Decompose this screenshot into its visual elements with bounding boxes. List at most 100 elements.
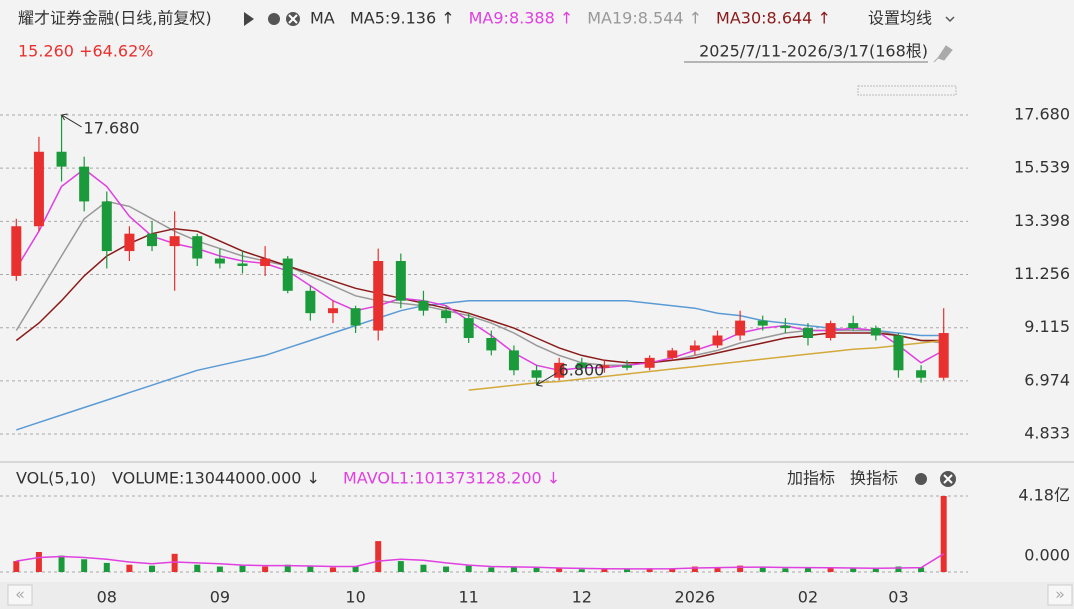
mavol-line: [16, 553, 945, 570]
pin-icon[interactable]: [933, 45, 953, 63]
mavol-text: MAVOL1:101373128.200 ↓: [343, 469, 560, 488]
candle-body: [667, 350, 678, 358]
volume-bar: [556, 568, 563, 572]
volume-title: VOL(5,10): [16, 469, 96, 488]
annotation-label: 17.680: [84, 118, 140, 137]
candle-body: [441, 310, 452, 319]
x-tick-label: 2026: [675, 588, 716, 607]
volume-bar: [850, 568, 857, 572]
volume-text: VOLUME:13044000.000 ↓: [112, 469, 320, 488]
y-tick-label: 6.974: [1024, 370, 1070, 389]
scroll-left-icon: «: [15, 585, 25, 604]
annotation-arrow: [61, 113, 82, 128]
ma-label: MA: [310, 9, 335, 28]
volume-bar: [194, 564, 201, 572]
add-indicator[interactable]: 加指标: [787, 469, 835, 488]
scroll-right[interactable]: [1047, 584, 1073, 606]
volume-bar: [13, 561, 20, 572]
chart-title: 耀才证券金融(日线,前复权): [18, 9, 212, 28]
candle-body: [56, 151, 67, 167]
chevron: [945, 16, 955, 23]
candle-body: [622, 365, 633, 368]
play-icon[interactable]: [244, 12, 254, 26]
volume-bar: [872, 568, 879, 572]
candle-body: [305, 290, 316, 314]
volume-bar: [827, 568, 834, 572]
volume-bar: [578, 569, 585, 572]
volume-bar: [804, 567, 811, 572]
candle-body: [848, 323, 859, 329]
candle-body: [192, 236, 203, 259]
volume-bar: [488, 567, 495, 572]
candle-body: [79, 166, 90, 202]
candle-body: [11, 226, 22, 276]
volume-bar: [284, 564, 291, 572]
y-tick-label: 9.115: [1024, 317, 1070, 336]
time-bar: [0, 582, 1074, 609]
volume-bar: [646, 568, 653, 572]
ma-line: [15, 227, 944, 364]
candle-body: [327, 308, 338, 314]
candle-body: [576, 362, 587, 368]
volume-bar: [171, 553, 178, 572]
candle-body: [147, 233, 158, 247]
volume-tick-label: 0.000: [1024, 546, 1070, 565]
ma-item: MA30:8.644 ↑: [716, 9, 831, 28]
y-tick-label: 4.833: [1024, 424, 1070, 443]
volume-bar: [669, 568, 676, 572]
volume-bar: [375, 541, 382, 572]
candle-body: [735, 320, 746, 336]
x-tick-label: 02: [798, 588, 818, 607]
volume-bar: [691, 566, 698, 572]
volume-bar: [918, 567, 925, 572]
y-tick-label: 13.398: [1014, 211, 1070, 230]
settings-icon[interactable]: [268, 13, 280, 25]
candle-body: [938, 333, 949, 378]
volume-bar: [81, 559, 88, 572]
candle-body: [237, 263, 248, 266]
volume-bar: [714, 567, 721, 572]
price-change: 15.260 +64.62%: [18, 42, 153, 61]
volume-bar: [103, 562, 110, 572]
volume-bar: [465, 565, 472, 572]
y-tick-label: 15.539: [1014, 158, 1070, 177]
candle-body: [373, 261, 384, 331]
range-slider[interactable]: [857, 85, 957, 96]
scroll-left[interactable]: [7, 584, 33, 606]
volume-bar: [262, 566, 269, 572]
candle-body: [802, 328, 813, 338]
candle-body: [599, 365, 610, 368]
ma-line: [468, 339, 944, 391]
volume-bar: [307, 566, 314, 572]
x-tick-label: 12: [572, 588, 592, 607]
candle-body: [893, 335, 904, 371]
candle-body: [214, 258, 225, 264]
y-tick-label: 17.680: [1014, 104, 1070, 123]
candle-body: [282, 258, 293, 291]
candle-body: [531, 370, 542, 378]
candle-body: [101, 201, 112, 252]
ma-legend: MA5:9.136 ↑ MA9:8.388 ↑ MA19:8.544 ↑ MA30:8…: [350, 9, 831, 28]
x-tick-label: 08: [97, 588, 117, 607]
volume-bar: [533, 567, 540, 572]
ma-item: MA5:9.136 ↑: [350, 9, 455, 28]
candle-body: [780, 325, 791, 329]
settings-link[interactable]: 设置均线: [868, 9, 932, 28]
candle-body: [395, 261, 406, 301]
ma-line: [16, 299, 944, 431]
candle-body: [33, 151, 44, 227]
candle-body: [169, 236, 180, 247]
candle-body: [463, 318, 474, 338]
indicator-settings[interactable]: [915, 473, 927, 485]
candle-body: [350, 308, 361, 326]
volume-bar: [126, 564, 133, 572]
candle-body: [418, 300, 429, 311]
x-tick-label: 09: [210, 588, 230, 607]
indicator-close-x: [943, 474, 953, 484]
candle-body: [689, 345, 700, 351]
close-x: [288, 14, 298, 24]
ma-item: MA9:8.388 ↑: [469, 9, 574, 28]
candle-body: [870, 328, 881, 336]
switch-indicator[interactable]: 换指标: [850, 469, 898, 488]
